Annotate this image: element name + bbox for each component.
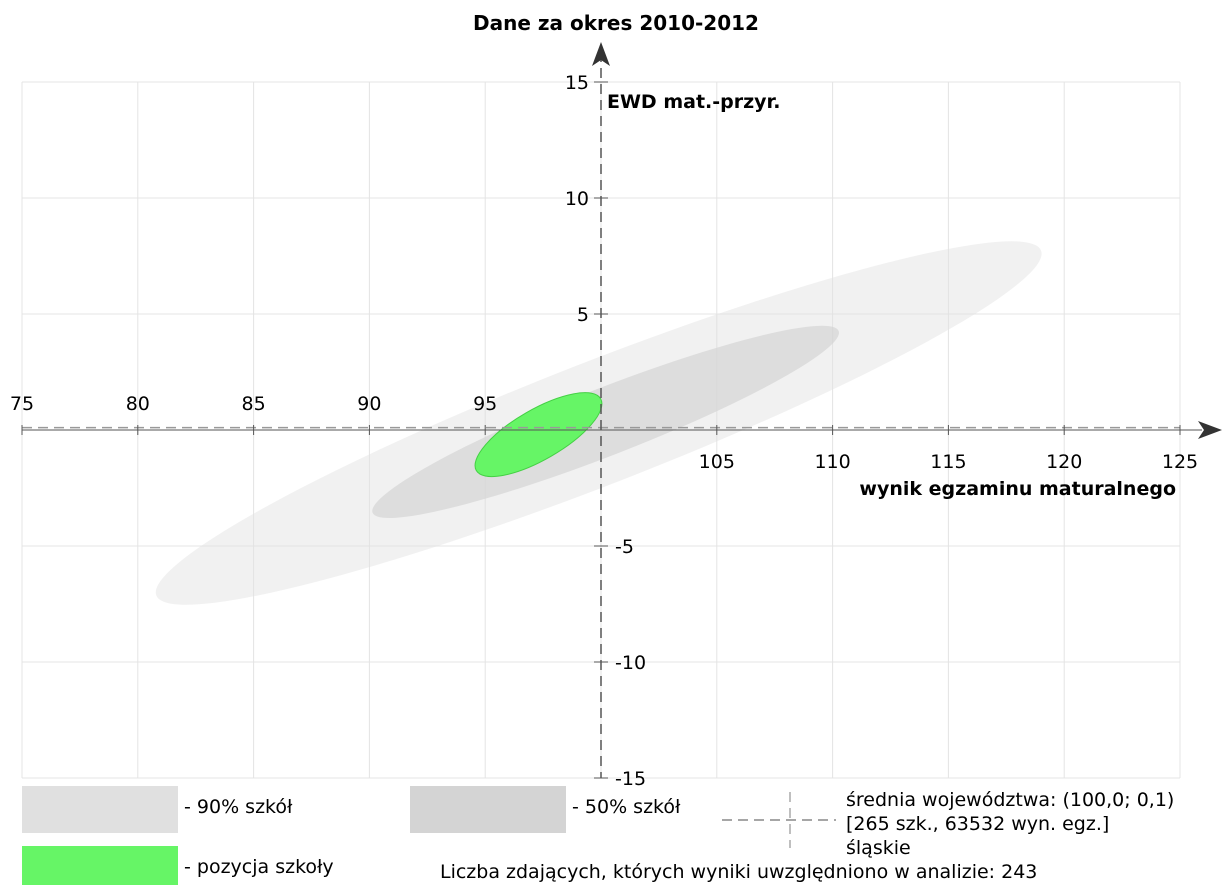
x-tick-label: 85 — [242, 393, 266, 415]
x-tick-label: 105 — [699, 451, 735, 473]
region-50-percent-ellipse — [372, 325, 839, 518]
y-tick-label: 15 — [565, 72, 589, 94]
legend-label-90: - 90% szkół — [184, 796, 293, 818]
x-tick-label: 80 — [126, 393, 150, 415]
legend-swatch-school — [22, 846, 178, 885]
y-axis-title: EWD mat.-przyr. — [607, 91, 780, 113]
school-position-ellipse — [474, 392, 603, 478]
legend-average-line1: średnia województwa: (100,0; 0,1) — [846, 789, 1175, 811]
x-axis-arrow-icon — [1198, 421, 1222, 439]
x-tick-label: 75 — [10, 393, 34, 415]
y-tick-label: 10 — [565, 188, 589, 210]
x-tick-label: 90 — [357, 393, 381, 415]
x-axis-title: wynik egzaminu maturalnego — [859, 478, 1176, 500]
x-tick-label: 110 — [814, 451, 850, 473]
legend-swatch-90 — [22, 786, 178, 833]
analysis-count-note: Liczba zdających, których wyniki uwzględ… — [440, 861, 1038, 883]
x-tick-label: 95 — [473, 393, 497, 415]
axes — [22, 42, 1222, 778]
legend-swatch-50 — [410, 786, 566, 833]
y-axis-arrow-icon — [592, 42, 610, 66]
legend-average-line3: śląskie — [846, 837, 911, 859]
x-tick-label: 115 — [930, 451, 966, 473]
x-tick-label: 125 — [1162, 451, 1198, 473]
x-tick-label: 120 — [1046, 451, 1082, 473]
legend-average-line2: [265 szk., 63532 wyn. egz.] — [846, 813, 1110, 835]
region-ellipses — [155, 241, 1042, 605]
legend-label-50: - 50% szkół — [572, 796, 681, 818]
y-tick-label: -5 — [615, 536, 634, 558]
y-tick-label: -10 — [615, 652, 646, 674]
legend-label-school: - pozycja szkoły — [184, 856, 334, 878]
legend-average-cross-icon — [722, 792, 836, 848]
chart-title: Dane za okres 2010-2012 — [473, 11, 759, 35]
y-tick-label: 5 — [577, 304, 589, 326]
y-tick-label: -15 — [615, 768, 646, 790]
